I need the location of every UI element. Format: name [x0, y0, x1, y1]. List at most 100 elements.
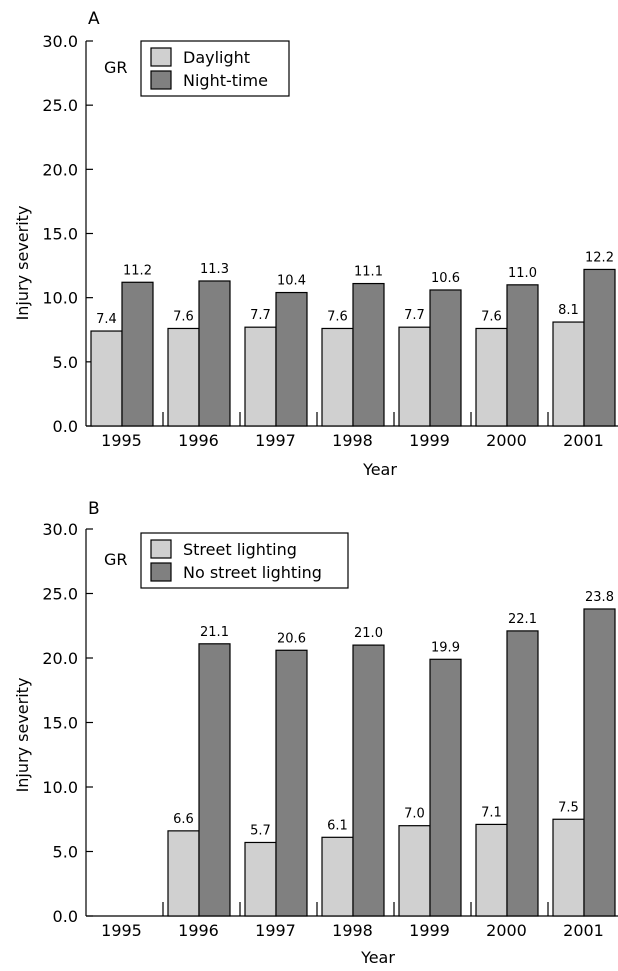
panel-b-bar-series-2-1997: [275, 649, 308, 917]
panel-a-y-tick-label: 15.0: [42, 225, 78, 244]
panel-a-data-label-series-1-2000: 7.6: [481, 309, 502, 324]
panel-a-x-tick-label: 2000: [486, 431, 527, 450]
panel-b-bar-series-1-1999: [398, 825, 431, 917]
panel-a-data-label-series-2-1999: 10.6: [431, 271, 460, 286]
panel-b-data-label-series-1-1999: 7.0: [404, 807, 425, 822]
panel-a-bar-series-2-1996: [198, 280, 231, 427]
panel-a-bar-series-1-2000: [475, 327, 508, 427]
panel-b-label: B: [88, 499, 100, 519]
panel-b-x-tick-label: 1996: [178, 921, 219, 940]
panel-b-data-label-series-2-1996: 21.1: [200, 625, 229, 640]
panel-b-legend: Street lighting No street lighting: [140, 532, 349, 589]
panel-b-y-tick-label: 5.0: [53, 843, 78, 862]
panel-b-legend-label-no-street-lighting: No street lighting: [183, 563, 322, 582]
panel-a-y-tick-label: 0.0: [53, 417, 78, 436]
panel-b-x-tick-label: 1995: [101, 921, 142, 940]
panel-b-data-label-series-2-1999: 19.9: [431, 640, 460, 655]
panel-a-y-tick-label: 30.0: [42, 32, 78, 51]
panel-a-data-label-series-2-1998: 11.1: [354, 265, 383, 280]
panel-b-plot-area: 0.0 5.0 10.0 15.0 20.0 25.0 30.0 1995 1996 1997 19…: [42, 520, 618, 940]
panel-b-bar-series-2-1998: [352, 644, 385, 917]
panel-a-y-tick-label: 10.0: [42, 289, 78, 308]
panel-a-bar-series-1-1996: [167, 327, 200, 427]
panel-b-y-tick-label: 25.0: [42, 585, 78, 604]
panel-b-y-tick-label: 0.0: [53, 907, 78, 926]
panel-b-legend-box: [140, 532, 349, 589]
panel-b-legend-swatch-no-street-lighting: [150, 562, 172, 582]
panel-b-x-tick-label: 2001: [563, 921, 604, 940]
panel-b-x-tick-label: 1997: [255, 921, 296, 940]
panel-b-region-label: GR: [104, 550, 128, 569]
panel-b-bar-series-2-2000: [506, 630, 539, 917]
panel-a-bar-series-1-2001: [552, 321, 585, 427]
panel-b-bar-series-1-1997: [244, 841, 277, 917]
panel-b-data-label-series-2-2000: 22.1: [508, 612, 537, 627]
panel-a-legend: Daylight Night-time: [140, 40, 290, 97]
panel-b-data-label-series-1-1997: 5.7: [250, 823, 271, 838]
panel-b-x-tick-label: 2000: [486, 921, 527, 940]
panel-b-data-label-series-1-1996: 6.6: [173, 812, 194, 827]
panel-a-data-label-series-2-2001: 12.2: [585, 250, 614, 265]
panel-a-data-label-series-1-1998: 7.6: [327, 309, 348, 324]
panel-a-legend-label-daylight: Daylight: [183, 48, 250, 67]
panel-a-data-label-series-2-1995: 11.2: [123, 263, 152, 278]
panel-a-bar-series-1-1999: [398, 326, 431, 427]
panel-a-data-label-series-1-1997: 7.7: [250, 308, 271, 323]
panel-b-y-tick-label: 30.0: [42, 520, 78, 539]
panel-a-data-label-series-2-1997: 10.4: [277, 274, 306, 289]
panel-a-y-tick-label: 20.0: [42, 160, 78, 179]
panel-b-data-label-series-1-2000: 7.1: [481, 805, 502, 820]
panel-b-bar-series-2-1999: [429, 658, 462, 917]
panel-a-bar-series-1-1997: [244, 326, 277, 427]
panel-b-data-label-series-2-1997: 20.6: [277, 631, 306, 646]
panel-b-bar-series-2-2001: [583, 608, 616, 917]
panel-a-legend-swatch-daylight: [150, 47, 172, 67]
panel-b-x-axis-title: Year: [360, 948, 395, 967]
panel-a-bar-series-2-2000: [506, 284, 539, 427]
panel-b-y-axis-title: Injury severity: [13, 678, 32, 793]
panel-a-bar-series-1-1995: [90, 330, 123, 427]
panel-b-data-label-series-1-1998: 6.1: [327, 818, 348, 833]
panel-a-plot-area: 0.0 5.0 10.0 15.0 20.0 25.0 30.0 1995 1996 1997 19…: [42, 32, 618, 450]
panel-a-y-tick-label: 5.0: [53, 353, 78, 372]
panel-a-y-tick-label: 25.0: [42, 96, 78, 115]
panel-b-data-label-series-2-1998: 21.0: [354, 626, 383, 641]
panel-a-x-tick-label: 1996: [178, 431, 219, 450]
panel-b-data-label-series-1-2001: 7.5: [558, 800, 579, 815]
panel-a-bar-series-2-1999: [429, 289, 462, 427]
panel-b-legend-swatch-street-lighting: [150, 539, 172, 559]
panel-a-x-axis-title: Year: [362, 460, 397, 479]
panel-b-legend-label-street-lighting: Street lighting: [183, 540, 297, 559]
panel-a-data-label-series-1-2001: 8.1: [558, 303, 579, 318]
panel-b-x-tick-label: 1998: [332, 921, 373, 940]
panel-a-x-tick-label: 2001: [563, 431, 604, 450]
panel-b-bar-series-2-1996: [198, 643, 231, 917]
panel-a-bar-series-1-1998: [321, 327, 354, 427]
panel-a-x-tick-label: 1999: [409, 431, 450, 450]
panel-b-bar-series-1-2001: [552, 818, 585, 917]
panel-a-data-label-series-1-1995: 7.4: [96, 312, 117, 327]
panel-a-label: A: [88, 9, 100, 29]
panel-a-chart: A Injury severity Year GR Daylight Night…: [13, 9, 618, 479]
panel-a-bar-series-2-1997: [275, 291, 308, 427]
panel-a-bar-series-2-1995: [121, 281, 154, 427]
panel-b-x-tick-label: 1999: [409, 921, 450, 940]
panel-a-x-tick-label: 1998: [332, 431, 373, 450]
panel-b-bar-series-1-2000: [475, 823, 508, 917]
panel-a-data-label-series-2-1996: 11.3: [200, 262, 229, 277]
panel-a-data-label-series-1-1996: 7.6: [173, 309, 194, 324]
panel-a-legend-label-night-time: Night-time: [183, 71, 268, 90]
panel-a-data-label-series-1-1999: 7.7: [404, 308, 425, 323]
panel-b-bar-series-1-1998: [321, 836, 354, 917]
panel-b-y-tick-label: 20.0: [42, 649, 78, 668]
panel-a-x-tick-label: 1995: [101, 431, 142, 450]
panel-a-region-label: GR: [104, 58, 128, 77]
panel-b-y-tick-label: 15.0: [42, 714, 78, 733]
panel-b-chart: B Injury severity Year GR Street lightin…: [13, 499, 618, 967]
panel-a-bar-series-2-1998: [352, 282, 385, 427]
panel-a-legend-swatch-night-time: [150, 70, 172, 90]
panel-a-y-axis-title: Injury severity: [13, 206, 32, 321]
panel-b-y-tick-label: 10.0: [42, 778, 78, 797]
panel-a-x-tick-label: 1997: [255, 431, 296, 450]
